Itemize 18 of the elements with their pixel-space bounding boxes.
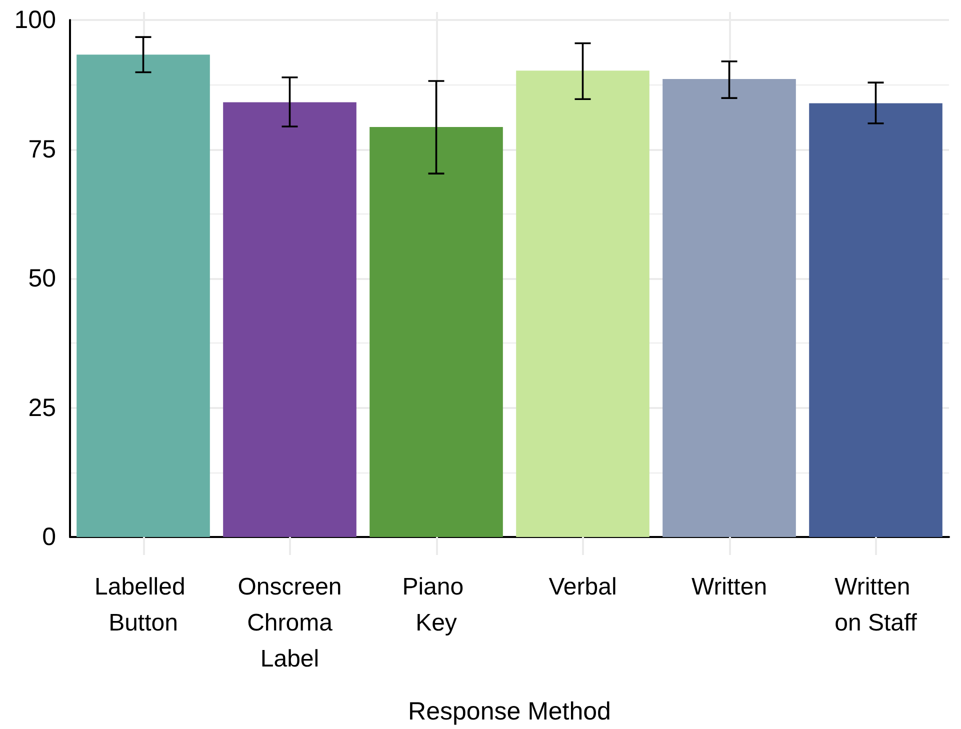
- bar: [370, 127, 503, 537]
- y-tick-label: 0: [42, 523, 56, 551]
- x-tick-label: Written: [691, 574, 768, 600]
- bar: [662, 78, 796, 537]
- bar: [809, 103, 942, 537]
- x-tick-label: Labelled Button: [94, 574, 192, 636]
- bar: [76, 54, 210, 537]
- x-tick-label: Written on Staff: [834, 574, 918, 636]
- x-tick-label: Piano Key: [402, 574, 470, 636]
- y-tick-label: 50: [28, 264, 56, 292]
- bar: [516, 70, 650, 537]
- x-axis-title: Response Method: [408, 698, 611, 726]
- y-tick-label: 100: [14, 6, 56, 34]
- y-tick-label: 25: [28, 394, 56, 422]
- y-tick-label: 75: [28, 135, 56, 164]
- bar: [223, 102, 356, 537]
- x-tick-label: Verbal: [548, 574, 617, 600]
- x-tick-label: Onscreen Chroma Label: [238, 574, 342, 672]
